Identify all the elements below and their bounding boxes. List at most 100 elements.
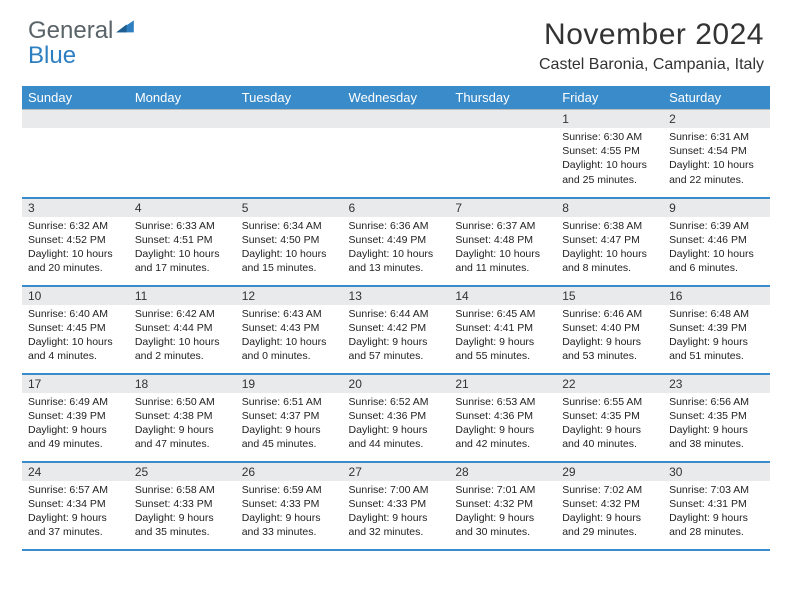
- day-number-empty: [449, 110, 556, 128]
- calendar-cell: [449, 110, 556, 198]
- calendar-row: 17Sunrise: 6:49 AMSunset: 4:39 PMDayligh…: [22, 374, 770, 462]
- day-number: 2: [663, 110, 770, 128]
- day-info: Sunrise: 7:03 AMSunset: 4:31 PMDaylight:…: [663, 481, 770, 544]
- calendar-cell: 10Sunrise: 6:40 AMSunset: 4:45 PMDayligh…: [22, 286, 129, 374]
- day-info: Sunrise: 6:43 AMSunset: 4:43 PMDaylight:…: [236, 305, 343, 368]
- calendar-cell: 24Sunrise: 6:57 AMSunset: 4:34 PMDayligh…: [22, 462, 129, 550]
- calendar-cell: 14Sunrise: 6:45 AMSunset: 4:41 PMDayligh…: [449, 286, 556, 374]
- day-info: Sunrise: 6:55 AMSunset: 4:35 PMDaylight:…: [556, 393, 663, 456]
- day-number: 1: [556, 110, 663, 128]
- day-info: Sunrise: 6:58 AMSunset: 4:33 PMDaylight:…: [129, 481, 236, 544]
- calendar-row: 24Sunrise: 6:57 AMSunset: 4:34 PMDayligh…: [22, 462, 770, 550]
- day-number: 15: [556, 287, 663, 305]
- day-number: 16: [663, 287, 770, 305]
- day-info: Sunrise: 6:31 AMSunset: 4:54 PMDaylight:…: [663, 128, 770, 191]
- header: GeneralBlue November 2024 Castel Baronia…: [0, 0, 792, 80]
- day-number: 30: [663, 463, 770, 481]
- day-info: Sunrise: 6:32 AMSunset: 4:52 PMDaylight:…: [22, 217, 129, 280]
- title-block: November 2024 Castel Baronia, Campania, …: [539, 18, 764, 74]
- calendar-table: SundayMondayTuesdayWednesdayThursdayFrid…: [22, 86, 770, 551]
- day-info: Sunrise: 6:36 AMSunset: 4:49 PMDaylight:…: [343, 217, 450, 280]
- calendar-cell: 8Sunrise: 6:38 AMSunset: 4:47 PMDaylight…: [556, 198, 663, 286]
- calendar-cell: 29Sunrise: 7:02 AMSunset: 4:32 PMDayligh…: [556, 462, 663, 550]
- day-number: 25: [129, 463, 236, 481]
- day-info: Sunrise: 6:51 AMSunset: 4:37 PMDaylight:…: [236, 393, 343, 456]
- calendar-row: 3Sunrise: 6:32 AMSunset: 4:52 PMDaylight…: [22, 198, 770, 286]
- calendar-cell: 1Sunrise: 6:30 AMSunset: 4:55 PMDaylight…: [556, 110, 663, 198]
- calendar-cell: [236, 110, 343, 198]
- day-number: 24: [22, 463, 129, 481]
- day-number: 6: [343, 199, 450, 217]
- month-title: November 2024: [539, 18, 764, 52]
- calendar-cell: 6Sunrise: 6:36 AMSunset: 4:49 PMDaylight…: [343, 198, 450, 286]
- day-number-empty: [343, 110, 450, 128]
- day-info: Sunrise: 6:30 AMSunset: 4:55 PMDaylight:…: [556, 128, 663, 191]
- day-number: 19: [236, 375, 343, 393]
- day-number-empty: [236, 110, 343, 128]
- day-info: Sunrise: 6:57 AMSunset: 4:34 PMDaylight:…: [22, 481, 129, 544]
- day-info: Sunrise: 6:42 AMSunset: 4:44 PMDaylight:…: [129, 305, 236, 368]
- weekday-header: Friday: [556, 86, 663, 110]
- weekday-header: Thursday: [449, 86, 556, 110]
- day-number: 20: [343, 375, 450, 393]
- logo-word-general: General: [28, 17, 113, 44]
- calendar-cell: 11Sunrise: 6:42 AMSunset: 4:44 PMDayligh…: [129, 286, 236, 374]
- day-info: Sunrise: 6:46 AMSunset: 4:40 PMDaylight:…: [556, 305, 663, 368]
- calendar-cell: 26Sunrise: 6:59 AMSunset: 4:33 PMDayligh…: [236, 462, 343, 550]
- calendar-cell: 12Sunrise: 6:43 AMSunset: 4:43 PMDayligh…: [236, 286, 343, 374]
- day-number: 29: [556, 463, 663, 481]
- day-info: Sunrise: 6:37 AMSunset: 4:48 PMDaylight:…: [449, 217, 556, 280]
- day-number: 28: [449, 463, 556, 481]
- day-info: Sunrise: 6:39 AMSunset: 4:46 PMDaylight:…: [663, 217, 770, 280]
- day-info: Sunrise: 7:00 AMSunset: 4:33 PMDaylight:…: [343, 481, 450, 544]
- weekday-header: Wednesday: [343, 86, 450, 110]
- day-info: Sunrise: 6:34 AMSunset: 4:50 PMDaylight:…: [236, 217, 343, 280]
- day-number: 4: [129, 199, 236, 217]
- day-info: Sunrise: 7:02 AMSunset: 4:32 PMDaylight:…: [556, 481, 663, 544]
- calendar-cell: [129, 110, 236, 198]
- logo: GeneralBlue: [28, 18, 136, 68]
- calendar-cell: 3Sunrise: 6:32 AMSunset: 4:52 PMDaylight…: [22, 198, 129, 286]
- calendar-cell: 20Sunrise: 6:52 AMSunset: 4:36 PMDayligh…: [343, 374, 450, 462]
- calendar-cell: 23Sunrise: 6:56 AMSunset: 4:35 PMDayligh…: [663, 374, 770, 462]
- day-number: 9: [663, 199, 770, 217]
- day-number: 3: [22, 199, 129, 217]
- calendar-cell: 27Sunrise: 7:00 AMSunset: 4:33 PMDayligh…: [343, 462, 450, 550]
- calendar-cell: 21Sunrise: 6:53 AMSunset: 4:36 PMDayligh…: [449, 374, 556, 462]
- day-info: Sunrise: 6:53 AMSunset: 4:36 PMDaylight:…: [449, 393, 556, 456]
- day-number: 5: [236, 199, 343, 217]
- day-number: 21: [449, 375, 556, 393]
- location: Castel Baronia, Campania, Italy: [539, 56, 764, 74]
- weekday-header-row: SundayMondayTuesdayWednesdayThursdayFrid…: [22, 86, 770, 110]
- day-info: Sunrise: 6:33 AMSunset: 4:51 PMDaylight:…: [129, 217, 236, 280]
- day-info: Sunrise: 6:50 AMSunset: 4:38 PMDaylight:…: [129, 393, 236, 456]
- calendar-cell: 5Sunrise: 6:34 AMSunset: 4:50 PMDaylight…: [236, 198, 343, 286]
- calendar-cell: 28Sunrise: 7:01 AMSunset: 4:32 PMDayligh…: [449, 462, 556, 550]
- calendar-cell: 22Sunrise: 6:55 AMSunset: 4:35 PMDayligh…: [556, 374, 663, 462]
- day-number: 7: [449, 199, 556, 217]
- calendar-cell: 18Sunrise: 6:50 AMSunset: 4:38 PMDayligh…: [129, 374, 236, 462]
- day-info: Sunrise: 6:48 AMSunset: 4:39 PMDaylight:…: [663, 305, 770, 368]
- day-number: 10: [22, 287, 129, 305]
- calendar-row: 1Sunrise: 6:30 AMSunset: 4:55 PMDaylight…: [22, 110, 770, 198]
- day-number: 17: [22, 375, 129, 393]
- logo-triangle-icon: [114, 18, 136, 34]
- day-info: Sunrise: 6:59 AMSunset: 4:33 PMDaylight:…: [236, 481, 343, 544]
- calendar-cell: 30Sunrise: 7:03 AMSunset: 4:31 PMDayligh…: [663, 462, 770, 550]
- day-info: Sunrise: 6:38 AMSunset: 4:47 PMDaylight:…: [556, 217, 663, 280]
- day-number: 14: [449, 287, 556, 305]
- day-number: 12: [236, 287, 343, 305]
- weekday-header: Saturday: [663, 86, 770, 110]
- day-number: 22: [556, 375, 663, 393]
- day-number-empty: [129, 110, 236, 128]
- calendar-cell: 13Sunrise: 6:44 AMSunset: 4:42 PMDayligh…: [343, 286, 450, 374]
- weekday-header: Monday: [129, 86, 236, 110]
- day-number-empty: [22, 110, 129, 128]
- calendar-cell: 7Sunrise: 6:37 AMSunset: 4:48 PMDaylight…: [449, 198, 556, 286]
- day-number: 23: [663, 375, 770, 393]
- day-info: Sunrise: 6:40 AMSunset: 4:45 PMDaylight:…: [22, 305, 129, 368]
- logo-word-blue: Blue: [28, 42, 76, 69]
- day-info: Sunrise: 6:44 AMSunset: 4:42 PMDaylight:…: [343, 305, 450, 368]
- day-info: Sunrise: 6:52 AMSunset: 4:36 PMDaylight:…: [343, 393, 450, 456]
- calendar-cell: 4Sunrise: 6:33 AMSunset: 4:51 PMDaylight…: [129, 198, 236, 286]
